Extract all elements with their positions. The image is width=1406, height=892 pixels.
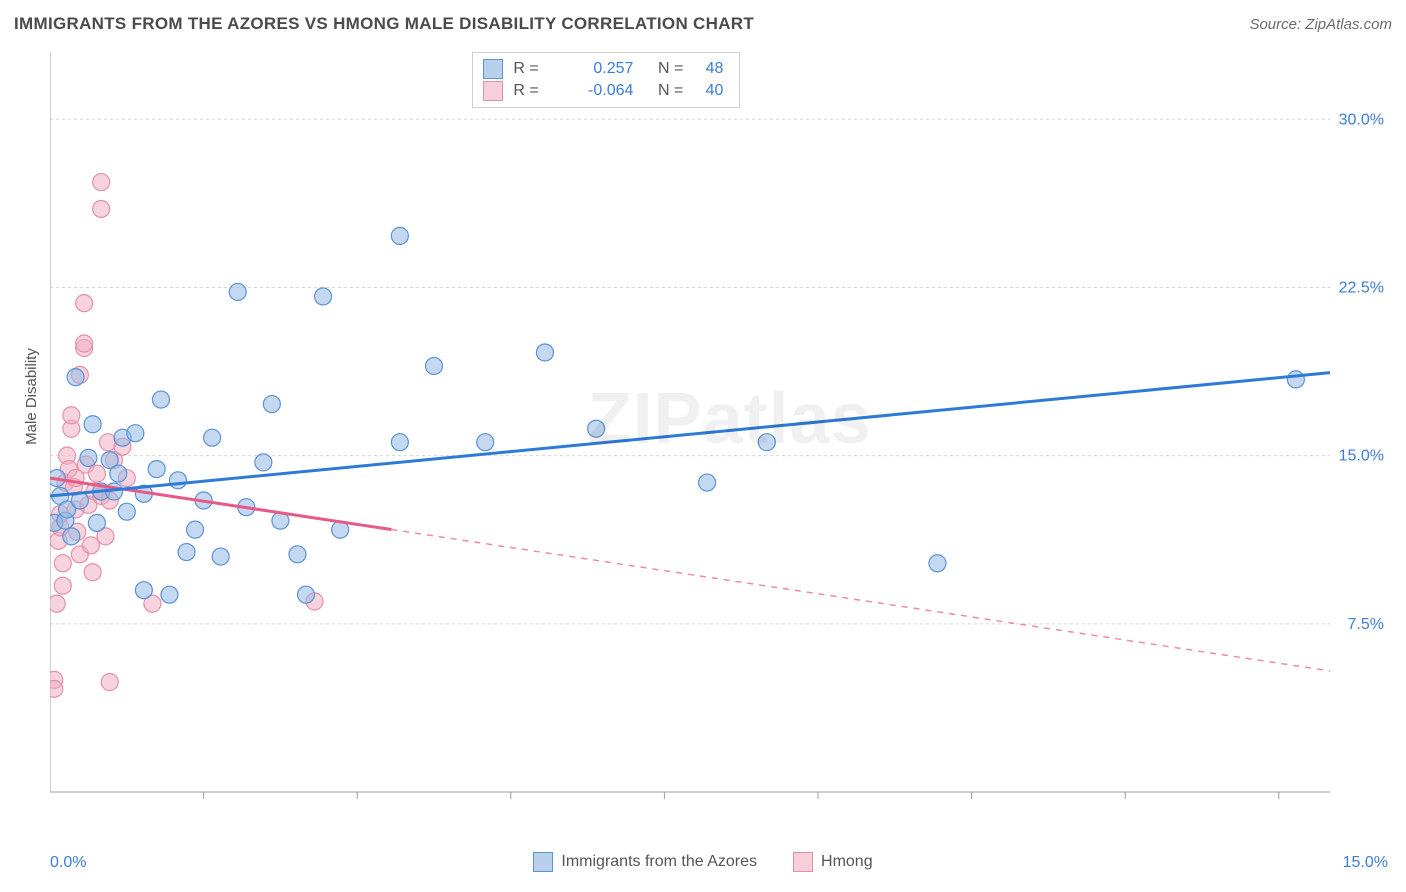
swatch-hmong-icon [483,81,503,101]
n-value-hmong: 40 [683,82,723,100]
svg-text:7.5%: 7.5% [1348,616,1384,633]
stats-row-hmong: R = -0.064 N = 40 [483,81,723,101]
n-label: N = [633,60,683,78]
stats-row-azores: R = 0.257 N = 48 [483,59,723,79]
n-label: N = [633,82,683,100]
y-axis-label-wrap: Male Disability [22,0,40,792]
n-value-azores: 48 [683,60,723,78]
swatch-azores-icon [533,852,553,872]
source-label: Source: ZipAtlas.com [1249,16,1392,33]
swatch-azores-icon [483,59,503,79]
y-axis-label: Male Disability [23,348,40,445]
r-label: R = [513,60,553,78]
r-value-hmong: -0.064 [553,82,633,100]
chart-container: IMMIGRANTS FROM THE AZORES VS HMONG MALE… [0,0,1406,892]
svg-text:30.0%: 30.0% [1339,111,1384,128]
header: IMMIGRANTS FROM THE AZORES VS HMONG MALE… [14,14,1392,34]
legend-item-azores: Immigrants from the Azores [533,852,757,872]
stats-legend: R = 0.257 N = 48 R = -0.064 N = 40 [472,52,740,108]
series-legend: Immigrants from the Azores Hmong [0,852,1406,872]
chart-title: IMMIGRANTS FROM THE AZORES VS HMONG MALE… [14,14,754,34]
legend-item-hmong: Hmong [793,852,873,872]
svg-text:22.5%: 22.5% [1339,279,1384,296]
r-value-azores: 0.257 [553,60,633,78]
svg-text:15.0%: 15.0% [1339,448,1384,465]
legend-label-hmong: Hmong [821,853,873,871]
scatter-plot: 7.5% 15.0% 22.5% 30.0% [50,52,1390,812]
r-label: R = [513,82,553,100]
swatch-hmong-icon [793,852,813,872]
legend-label-azores: Immigrants from the Azores [561,853,757,871]
